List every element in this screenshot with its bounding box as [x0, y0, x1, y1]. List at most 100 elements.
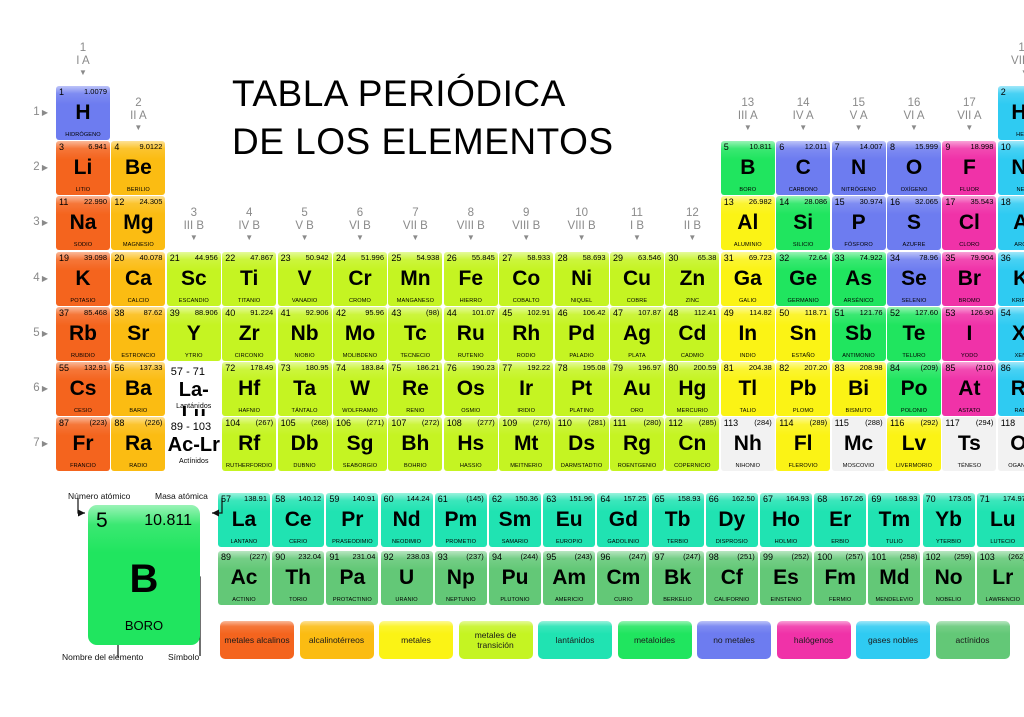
element-cell-ru[interactable]: 44 101.07 Ru RUTENIO: [443, 306, 498, 361]
element-cell-fr[interactable]: 87 (223) Fr FRANCIO: [56, 417, 110, 472]
element-cell-fe[interactable]: 26 55.845 Fe HIERRO: [443, 251, 498, 306]
element-cell-ra[interactable]: 88 (226) Ra RADIO: [111, 417, 166, 472]
element-cell-ta[interactable]: 73 180.95 Ta TÁNTALO: [277, 362, 332, 416]
element-cell-re[interactable]: 75 186.21 Re RENIO: [388, 362, 443, 416]
element-cell-pb[interactable]: 82 207.20 Pb PLOMO: [776, 362, 831, 416]
element-cell-sg[interactable]: 106 (271) Sg SEABORGIO: [333, 417, 387, 472]
element-cell-br[interactable]: 35 79.904 Br BROMO: [942, 251, 997, 306]
legend-item-no_metales[interactable]: no metales: [697, 621, 771, 659]
element-cell-sb[interactable]: 51 121.76 Sb ANTIMONIO: [831, 306, 886, 361]
legend-item-transicion[interactable]: metales de transición: [458, 621, 533, 659]
element-cell-pm[interactable]: 61 (145) Pm PROMETIO: [434, 493, 487, 547]
element-cell-mn[interactable]: 25 54.938 Mn MANGANESO: [388, 251, 443, 306]
element-cell-ce[interactable]: 58 140.12 Ce CERIO: [272, 493, 325, 547]
element-cell-es[interactable]: 99 (252) Es EINSTENIO: [760, 551, 812, 605]
element-cell-ho[interactable]: 67 164.93 Ho HOLMIO: [760, 493, 812, 547]
element-cell-at[interactable]: 85 (210) At ASTATO: [942, 362, 997, 416]
element-cell-pr[interactable]: 59 140.91 Pr PRASEODIMIO: [326, 493, 379, 547]
element-cell-lr[interactable]: 103 (262) Lr LAWRENCIO: [976, 551, 1024, 605]
element-cell-nb[interactable]: 41 92.906 Nb NIOBIO: [277, 306, 332, 361]
element-cell-th[interactable]: 90 232.04 Th TORIO: [272, 551, 325, 605]
legend-item-gases_nobles[interactable]: gases nobles: [856, 621, 930, 659]
element-cell-cs[interactable]: 55 132.91 Cs CESIO: [56, 362, 110, 416]
element-cell-u[interactable]: 92 238.03 U URANIO: [380, 551, 433, 605]
element-cell-cr[interactable]: 24 51.996 Cr CROMO: [333, 251, 387, 306]
legend-item-alcalinoterreos[interactable]: alcalinotérreos: [299, 621, 374, 659]
element-cell-ar[interactable]: 1839.948ArARGÓN: [997, 196, 1024, 251]
element-cell-as[interactable]: 33 74.922 As ARSÉNICO: [831, 251, 886, 306]
element-cell-tc[interactable]: 43 (98) Tc TECNECIO: [388, 306, 443, 361]
element-cell-hg[interactable]: 80 200.59 Hg MERCURIO: [665, 362, 720, 416]
element-cell-pt[interactable]: 78 195.08 Pt PLATINO: [554, 362, 609, 416]
element-cell-o[interactable]: 8 15.999 O OXÍGENO: [887, 141, 941, 196]
element-cell-si[interactable]: 14 28.086 Si SILICIO: [776, 196, 831, 251]
element-cell-kr[interactable]: 3683.798KrKRIPTÓN: [997, 251, 1024, 306]
element-cell-os[interactable]: 76 190.23 Os OSMIO: [443, 362, 498, 416]
legend-item-alcalinos[interactable]: metales alcalinos: [220, 621, 294, 659]
element-cell-cu[interactable]: 29 63.546 Cu COBRE: [610, 251, 664, 306]
element-cell-pu[interactable]: 94 (244) Pu PLUTONIO: [489, 551, 541, 605]
element-cell-v[interactable]: 23 50.942 V VANADIO: [277, 251, 332, 306]
element-cell-co[interactable]: 27 58.933 Co COBALTO: [499, 251, 554, 306]
element-cell-cd[interactable]: 48 112.41 Cd CADMIO: [665, 306, 720, 361]
element-cell-ga[interactable]: 31 69.723 Ga GALIO: [720, 251, 775, 306]
element-cell-cl[interactable]: 17 35.543 Cl CLORO: [942, 196, 997, 251]
element-cell-na[interactable]: 11 22.990 Na SODIO: [56, 196, 110, 251]
element-cell-mo[interactable]: 42 95.96 Mo MOLIBDENO: [333, 306, 387, 361]
element-cell-in[interactable]: 49 114.82 In INDIO: [720, 306, 775, 361]
element-cell-sr[interactable]: 38 87.62 Sr ESTRONCIO: [111, 306, 166, 361]
element-cell-no[interactable]: 102 (259) No NOBELIO: [922, 551, 975, 605]
element-cell-gd[interactable]: 64 157.25 Gd GADOLINIO: [597, 493, 650, 547]
element-cell-ge[interactable]: 32 72.64 Ge GERMANIO: [776, 251, 831, 306]
element-cell-pd[interactable]: 46 106.42 Pd PALADIO: [554, 306, 609, 361]
element-cell-bh[interactable]: 107 (272) Bh BOHRIO: [388, 417, 443, 472]
element-cell-b[interactable]: 5 10.811 B BORO: [720, 141, 775, 196]
element-cell-w[interactable]: 74 183.84 W WOLFRAMIO: [333, 362, 387, 416]
element-cell-sn[interactable]: 50 118.71 Sn ESTAÑO: [776, 306, 831, 361]
element-cell-hf[interactable]: 72 178.49 Hf HAFNIO: [222, 362, 277, 416]
element-cell-tm[interactable]: 69 168.93 Tm TULIO: [868, 493, 921, 547]
placeholder-cell-ac-lr[interactable]: 89 - 103 Ac-Lr Actínidos: [166, 417, 221, 472]
element-cell-i[interactable]: 53 126.90 I YODO: [942, 306, 997, 361]
element-cell-eu[interactable]: 63 151.96 Eu EUROPIO: [543, 493, 596, 547]
element-cell-y[interactable]: 39 88.906 Y YTRIO: [166, 306, 221, 361]
element-cell-cn[interactable]: 112 (285) Cn COPERNICIO: [665, 417, 720, 472]
element-cell-xe[interactable]: 54131.29XeXENÓN: [997, 306, 1024, 361]
element-cell-au[interactable]: 79 196.97 Au ORO: [610, 362, 664, 416]
element-cell-zn[interactable]: 30 65.38 Zn ZINC: [665, 251, 720, 306]
placeholder-cell-la-lu[interactable]: 57 - 71 La-Lu Lantánidos: [166, 362, 221, 416]
element-cell-np[interactable]: 93 (237) Np NEPTUNIO: [434, 551, 487, 605]
element-cell-rn[interactable]: 86(222)RnRADÓN: [997, 362, 1024, 416]
element-cell-bi[interactable]: 83 208.98 Bi BISMUTO: [831, 362, 886, 416]
legend-item-lantanidos[interactable]: lantánidos: [538, 621, 612, 659]
element-cell-sm[interactable]: 62 150.36 Sm SAMARIO: [489, 493, 541, 547]
element-cell-te[interactable]: 52 127.60 Te TELURO: [887, 306, 941, 361]
element-cell-zr[interactable]: 40 91.224 Zr CIRCONIO: [222, 306, 277, 361]
legend-item-metaloides[interactable]: metaloides: [617, 621, 692, 659]
element-cell-he[interactable]: 24.0026HeHELIO: [997, 86, 1024, 140]
element-cell-k[interactable]: 19 39.098 K POTASIO: [56, 251, 110, 306]
element-cell-sc[interactable]: 21 44.956 Sc ESCANDIO: [166, 251, 221, 306]
element-cell-se[interactable]: 34 78.96 Se SELENIO: [887, 251, 941, 306]
element-cell-h[interactable]: 1 1.0079 H HIDRÓGENO: [56, 86, 110, 140]
element-cell-ne[interactable]: 1020.180NeNEÓN: [997, 141, 1024, 196]
element-cell-ni[interactable]: 28 58.693 Ni NIQUEL: [554, 251, 609, 306]
element-cell-s[interactable]: 16 32.065 S AZUFRE: [887, 196, 941, 251]
element-cell-mt[interactable]: 109 (276) Mt MEITNERIO: [499, 417, 554, 472]
element-cell-al[interactable]: 13 26.982 Al ALUMINIO: [720, 196, 775, 251]
element-cell-og[interactable]: 118(294)OgOGANESÓN: [997, 417, 1024, 472]
element-cell-mg[interactable]: 12 24.305 Mg MAGNESIO: [111, 196, 166, 251]
element-cell-c[interactable]: 6 12.011 C CARBONO: [776, 141, 831, 196]
element-cell-be[interactable]: 4 9.0122 Be BERILIO: [111, 141, 166, 196]
legend-item-metales[interactable]: metales: [379, 621, 453, 659]
element-cell-fl[interactable]: 114 (289) Fl FLEROVIO: [776, 417, 831, 472]
element-cell-bk[interactable]: 97 (247) Bk BERKELIO: [651, 551, 704, 605]
element-cell-ba[interactable]: 56 137.33 Ba BARIO: [111, 362, 166, 416]
element-cell-ti[interactable]: 22 47.867 Ti TITANIO: [222, 251, 277, 306]
element-cell-p[interactable]: 15 30.974 P FÓSFORO: [831, 196, 886, 251]
element-cell-tb[interactable]: 65 158.93 Tb TERBIO: [651, 493, 704, 547]
element-cell-n[interactable]: 7 14.007 N NITRÓGENO: [831, 141, 886, 196]
element-cell-rg[interactable]: 111 (280) Rg ROENTGENIO: [610, 417, 664, 472]
element-cell-cf[interactable]: 98 (251) Cf CALIFORNIO: [705, 551, 758, 605]
element-cell-fm[interactable]: 100 (257) Fm FERMIO: [814, 551, 867, 605]
